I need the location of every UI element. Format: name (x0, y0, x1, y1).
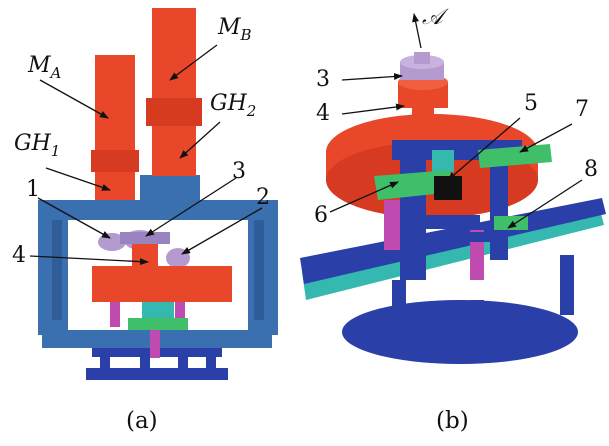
label-a-4: 4 (12, 243, 26, 268)
label-axis-a: 𝒜 (422, 5, 449, 30)
panel-a: MA MB GH1 GH2 1 3 2 4 (a) (12, 8, 278, 434)
label-gearhead-2: GH2 (210, 91, 256, 120)
label-motor-b: MB (217, 15, 252, 44)
label-b-3: 3 (316, 67, 330, 92)
label-b-8: 8 (584, 157, 598, 182)
panel-b: 𝒜 3 4 5 7 6 8 (b) (300, 5, 606, 434)
caption-a: (a) (126, 408, 158, 434)
caption-b: (b) (436, 408, 469, 434)
label-b-6: 6 (314, 203, 328, 228)
label-a-3: 3 (232, 159, 246, 184)
label-a-1: 1 (26, 177, 40, 202)
label-b-5: 5 (524, 91, 538, 116)
label-gearhead-1: GH1 (14, 131, 60, 160)
label-a-2: 2 (256, 185, 270, 210)
label-b-7: 7 (575, 97, 589, 122)
label-motor-a: MA (27, 53, 62, 82)
label-b-4: 4 (316, 101, 330, 126)
